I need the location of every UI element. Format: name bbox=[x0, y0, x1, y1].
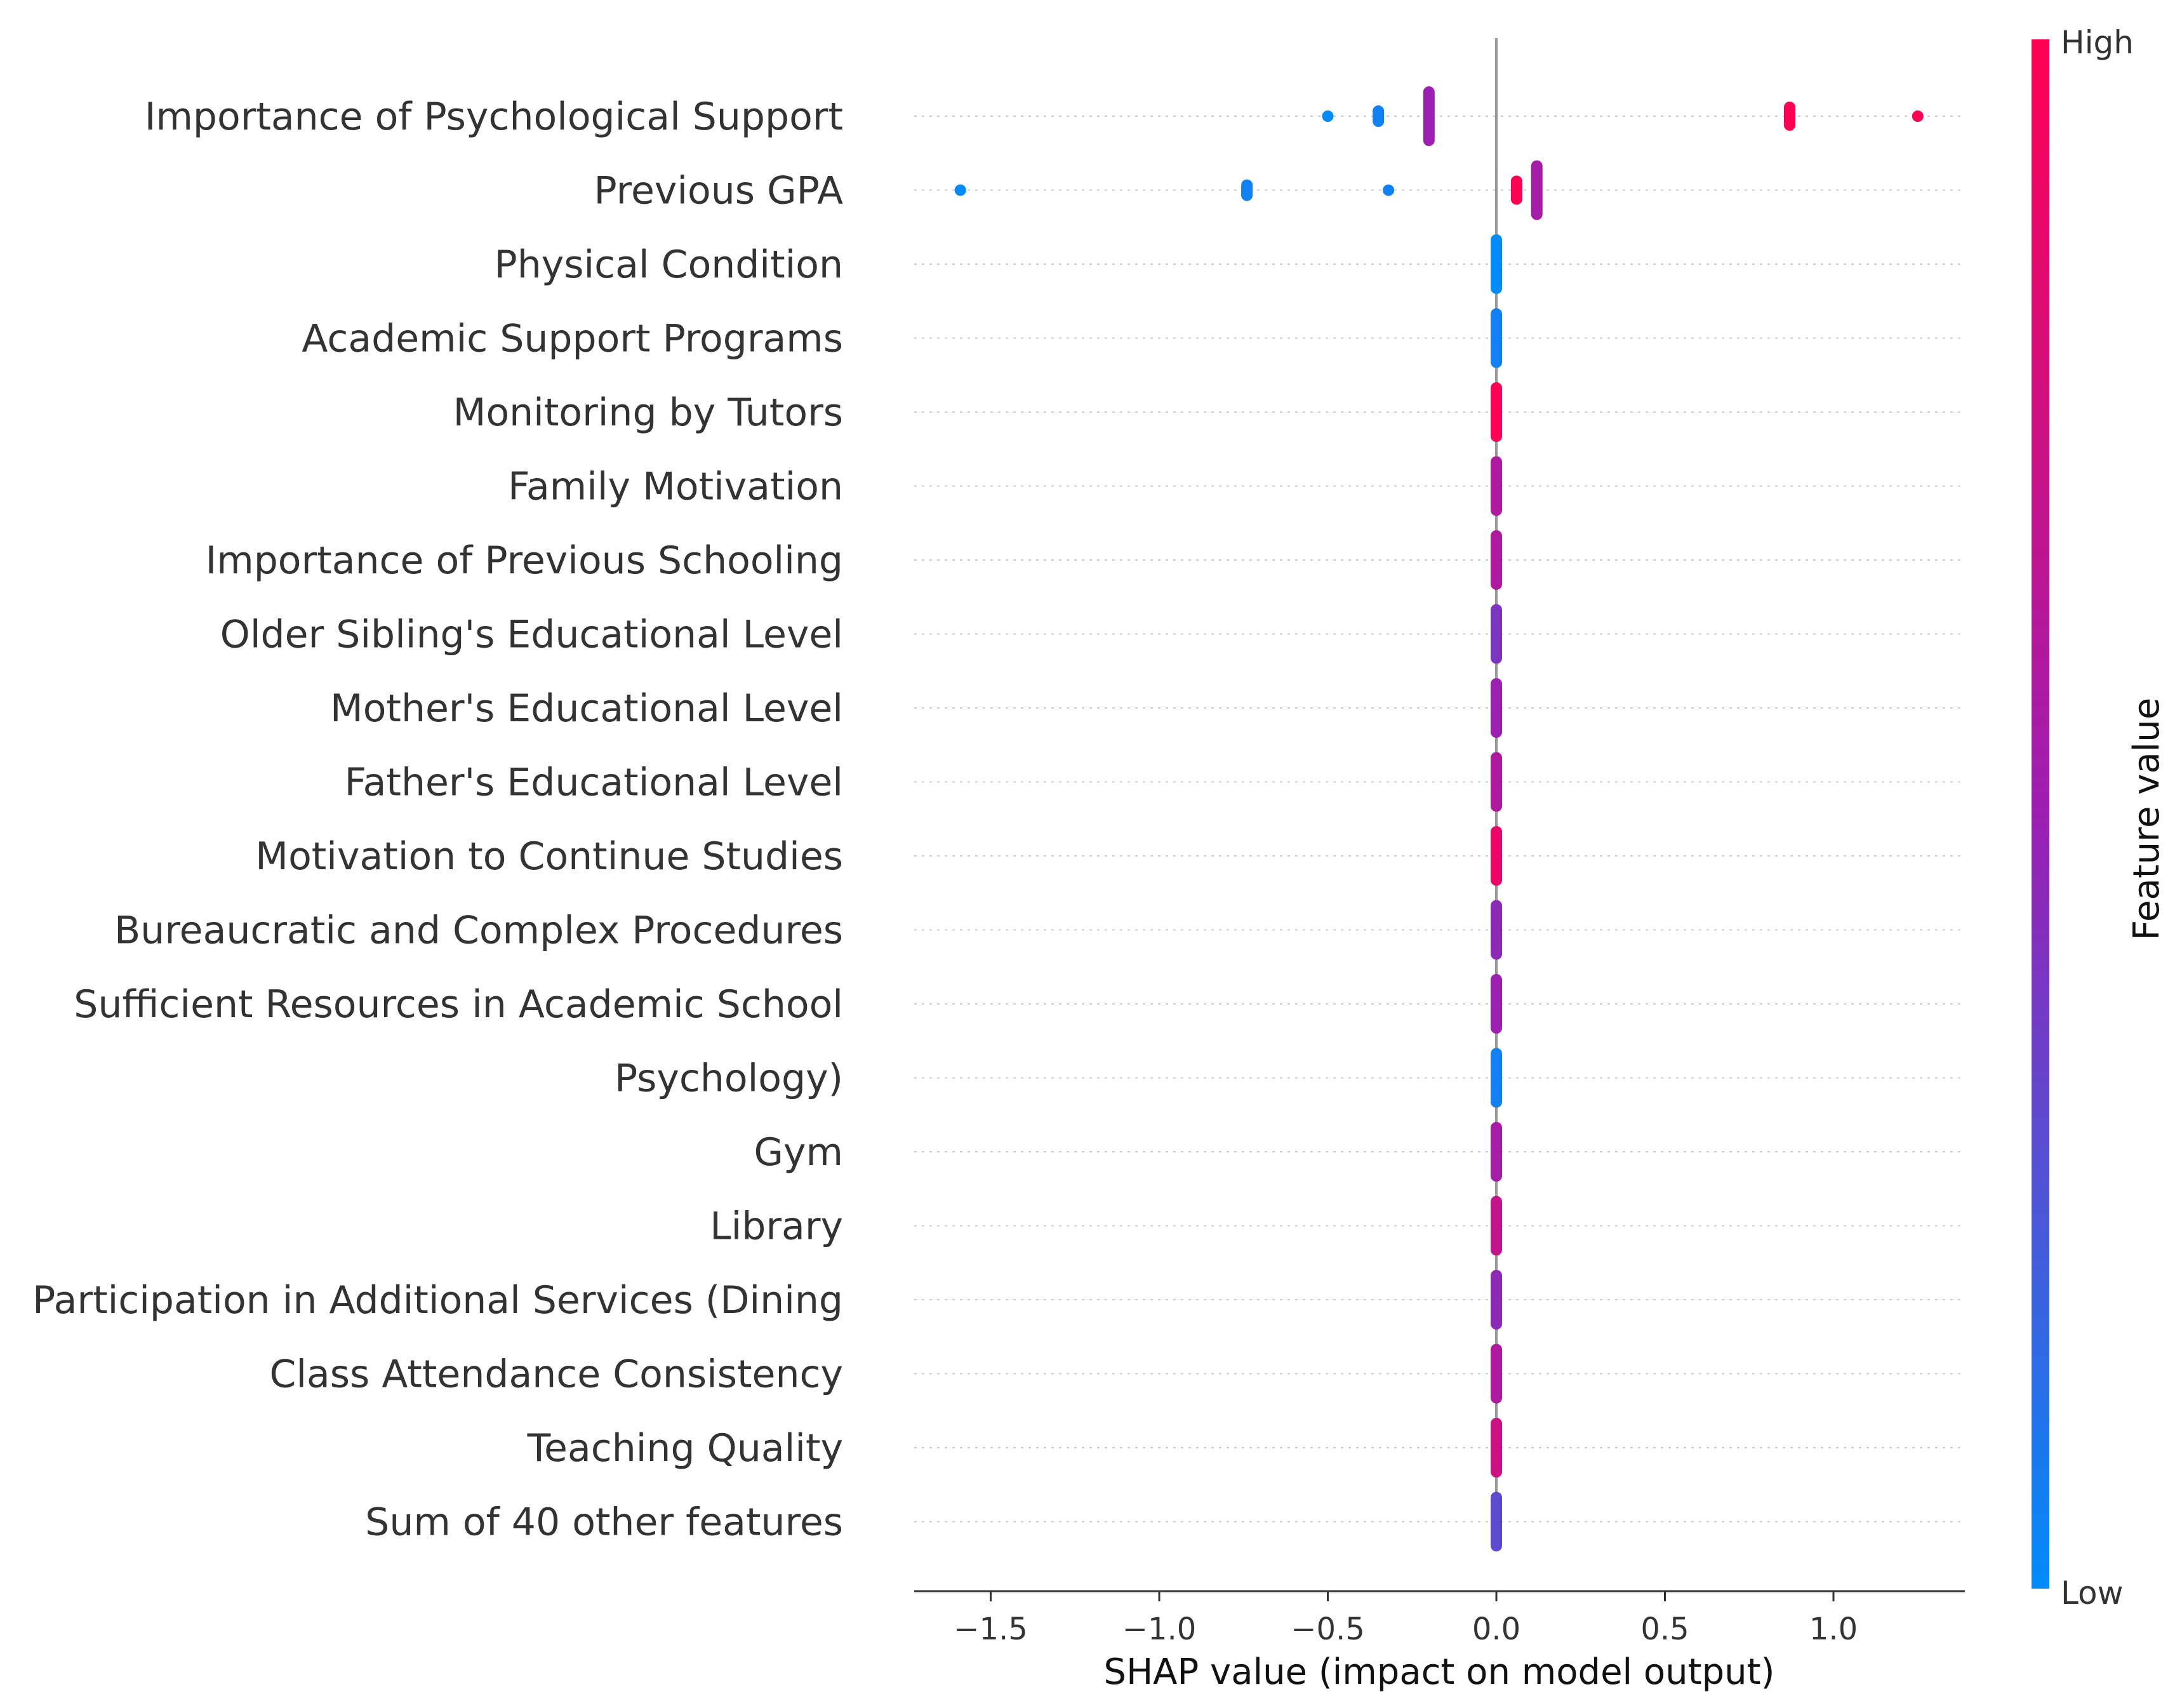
shap-point-cluster bbox=[1491, 234, 1502, 294]
shap-point-cluster bbox=[1491, 456, 1502, 516]
shap-point-cluster bbox=[1491, 826, 1502, 886]
feature-labels: Importance of Psychological Support Previ… bbox=[32, 95, 843, 1545]
feature-label: Previous GPA bbox=[594, 169, 843, 213]
x-tick-label: −1.0 bbox=[1122, 1611, 1197, 1647]
shap-point bbox=[1322, 110, 1334, 122]
x-tick-label: −1.5 bbox=[954, 1611, 1028, 1647]
shap-point-cluster bbox=[1510, 175, 1522, 205]
feature-label: Sufficient Resources in Academic School bbox=[74, 982, 843, 1027]
shap-point-cluster bbox=[1491, 900, 1502, 960]
shap-point-cluster bbox=[1373, 105, 1385, 127]
shap-point-cluster bbox=[1491, 382, 1502, 442]
x-axis-ticks: −1.5 −1.0 −0.5 0.0 0.5 1.0 bbox=[954, 1591, 1858, 1647]
shap-points bbox=[954, 86, 1924, 1552]
x-tick-label: 0.5 bbox=[1640, 1611, 1689, 1647]
feature-label: Mother's Educational Level bbox=[330, 686, 843, 731]
shap-point-cluster bbox=[1531, 160, 1543, 220]
feature-label: Importance of Previous Schooling bbox=[206, 538, 843, 583]
feature-label: Class Attendance Consistency bbox=[269, 1352, 843, 1397]
row-gridlines bbox=[914, 116, 1962, 1523]
feature-label: Participation in Additional Services (Di… bbox=[32, 1278, 843, 1323]
feature-label: Physical Condition bbox=[495, 243, 843, 287]
x-axis-title: SHAP value (impact on model output) bbox=[1104, 1651, 1775, 1693]
colorbar-title: Feature value bbox=[2126, 698, 2167, 940]
feature-label: Importance of Psychological Support bbox=[145, 95, 843, 139]
x-tick-label: 0.0 bbox=[1472, 1611, 1520, 1647]
feature-label: Bureaucratic and Complex Procedures bbox=[114, 909, 843, 953]
shap-point bbox=[954, 184, 966, 196]
shap-point-cluster bbox=[1491, 530, 1502, 590]
feature-label: Monitoring by Tutors bbox=[453, 390, 843, 435]
feature-label: Psychology) bbox=[615, 1057, 843, 1101]
shap-point-cluster bbox=[1423, 86, 1435, 146]
feature-label: Motivation to Continue Studies bbox=[255, 834, 843, 879]
shap-point-cluster bbox=[1491, 678, 1502, 738]
shap-point-cluster bbox=[1491, 1048, 1502, 1108]
shap-point-cluster bbox=[1491, 1122, 1502, 1182]
shap-point bbox=[1383, 184, 1395, 196]
feature-label: Gym bbox=[754, 1130, 843, 1175]
shap-point-cluster bbox=[1491, 752, 1502, 812]
feature-label: Older Sibling's Educational Level bbox=[220, 613, 843, 657]
x-tick-label: 1.0 bbox=[1809, 1611, 1858, 1647]
feature-label: Sum of 40 other features bbox=[365, 1500, 843, 1545]
shap-point-cluster bbox=[1491, 1418, 1502, 1478]
feature-label: Library bbox=[710, 1204, 843, 1249]
shap-point-cluster bbox=[1491, 974, 1502, 1034]
shap-point-cluster bbox=[1491, 1270, 1502, 1330]
shap-point-cluster bbox=[1783, 102, 1795, 131]
feature-label: Teaching Quality bbox=[527, 1426, 843, 1471]
x-tick-label: −0.5 bbox=[1291, 1611, 1365, 1647]
colorbar-high-label: High bbox=[2061, 24, 2134, 61]
shap-point-cluster bbox=[1491, 604, 1502, 664]
feature-label: Academic Support Programs bbox=[302, 317, 843, 361]
shap-point-cluster bbox=[1491, 308, 1502, 368]
feature-label: Family Motivation bbox=[508, 465, 843, 509]
shap-point-cluster bbox=[1491, 1344, 1502, 1404]
colorbar: High Low Feature value bbox=[2032, 24, 2167, 1611]
shap-point-cluster bbox=[1491, 1491, 1502, 1552]
shap-point-cluster bbox=[1491, 1196, 1502, 1256]
shap-point-cluster bbox=[1241, 179, 1253, 201]
colorbar-low-label: Low bbox=[2061, 1575, 2123, 1611]
shap-point bbox=[1912, 110, 1924, 122]
feature-label: Father's Educational Level bbox=[345, 761, 843, 805]
colorbar-gradient bbox=[2032, 39, 2049, 1589]
